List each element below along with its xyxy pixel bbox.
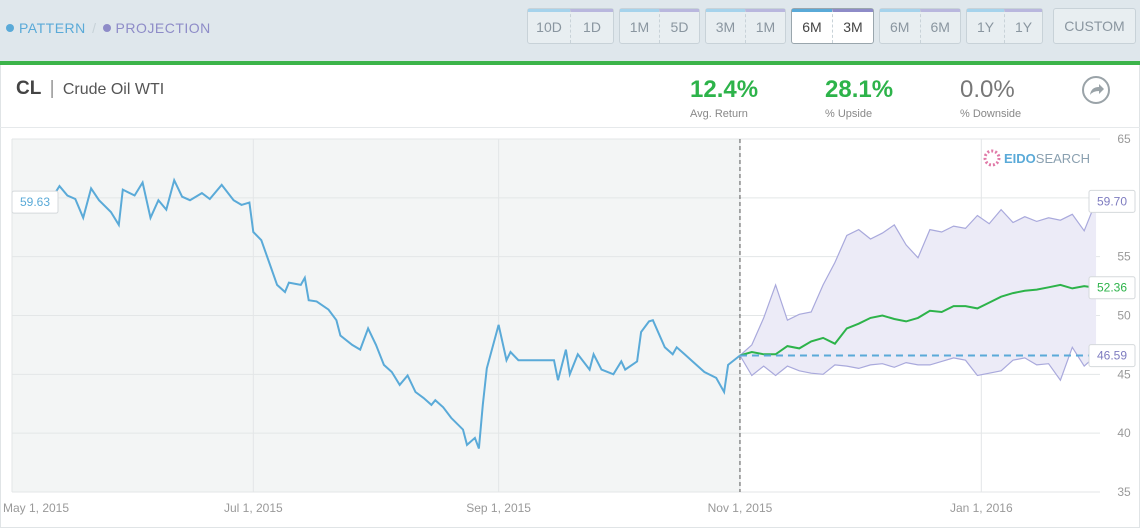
legend: PATTERN / PROJECTION [6,20,211,36]
instrument-name: Crude Oil WTI [62,81,165,98]
value-label: 46.59 [1097,349,1127,363]
stat-label: Avg. Return [690,108,748,120]
legend-projection[interactable]: PROJECTION [115,20,211,36]
legend-separator: / [92,20,97,36]
share-button[interactable] [1081,75,1111,105]
custom-button[interactable]: CUSTOM [1053,8,1136,44]
ticker: CL [16,78,42,99]
y-tick-label: 35 [1117,485,1131,499]
y-tick-label: 65 [1117,132,1131,146]
header: CL | Crude Oil WTI [0,65,1140,128]
title: CL | Crude Oil WTI [16,78,164,100]
series-line [739,345,1097,382]
range-button[interactable]: 1M 5D [619,8,700,44]
range-button-active[interactable]: 6M 3M [791,8,874,44]
series-line [11,177,741,449]
value-label: 59.70 [1097,194,1127,208]
watermark: EIDOSEARCH [983,149,1090,167]
y-tick-label: 55 [1117,250,1131,264]
watermark-brand: EIDO [1004,151,1036,166]
stat-label: % Upside [825,108,873,120]
range-button[interactable]: 6M 6M [879,8,961,44]
range-button[interactable]: 1Y 1Y [966,8,1043,44]
range-button[interactable]: 10D 1D [527,8,614,44]
stat: 0.0% % Downside [960,76,1021,120]
x-tick-label: Nov 1, 2015 [708,501,773,515]
range-right[interactable]: 5D [659,9,699,43]
value-label-box [11,190,59,214]
value-label-box [1088,344,1136,368]
range-left[interactable]: 10D [528,9,570,43]
range-right[interactable]: 1M [745,9,785,43]
range-right[interactable]: 1D [570,9,613,43]
stat: 12.4% Avg. Return [690,76,758,120]
x-tick-label: Jul 1, 2015 [224,501,283,515]
x-tick-label: Jan 1, 2016 [950,501,1013,515]
stat-value: 12.4% [690,76,759,103]
projection-band [739,201,1097,381]
legend-dot [102,24,111,32]
value-label: 59.63 [20,195,50,209]
series-line [739,201,1097,356]
x-tick-label: May 1, 2015 [3,501,69,515]
range-right[interactable]: 6M [919,9,960,43]
legend-pattern[interactable]: PATTERN [19,20,86,36]
value-label-box [1088,276,1136,300]
range-right[interactable]: 3M [832,9,873,43]
stat: 28.1% % Upside [825,76,893,120]
range-left[interactable]: 3M [706,9,745,43]
range-left[interactable]: 6M [792,9,832,43]
range-left[interactable]: 1Y [967,9,1004,43]
range-left[interactable]: 6M [880,9,920,43]
stat-value: 28.1% [825,76,894,103]
value-label: 52.36 [1097,281,1127,295]
value-label-box [1088,189,1136,213]
x-tick-label: Sep 1, 2015 [466,501,531,515]
series-line [739,283,1097,357]
y-tick-label: 50 [1117,309,1131,323]
legend-dot [6,24,14,32]
stat-value: 0.0% [960,76,1015,103]
watermark-text: EIDOSEARCH [1004,151,1090,166]
title-separator: | [49,78,55,99]
range-right[interactable]: 1Y [1004,9,1042,43]
watermark-suffix: SEARCH [1036,151,1090,166]
range-left[interactable]: 1M [620,9,659,43]
accent-bar [0,61,1140,65]
range-button[interactable]: 3M 1M [705,8,786,44]
toolbar: PATTERN / PROJECTION 10D 1D 1M 5D 3M 1M 6M 3M… [0,0,1140,61]
stat-label: % Downside [960,108,1022,120]
y-tick-label: 45 [1117,367,1131,381]
y-tick-label: 40 [1117,426,1131,440]
